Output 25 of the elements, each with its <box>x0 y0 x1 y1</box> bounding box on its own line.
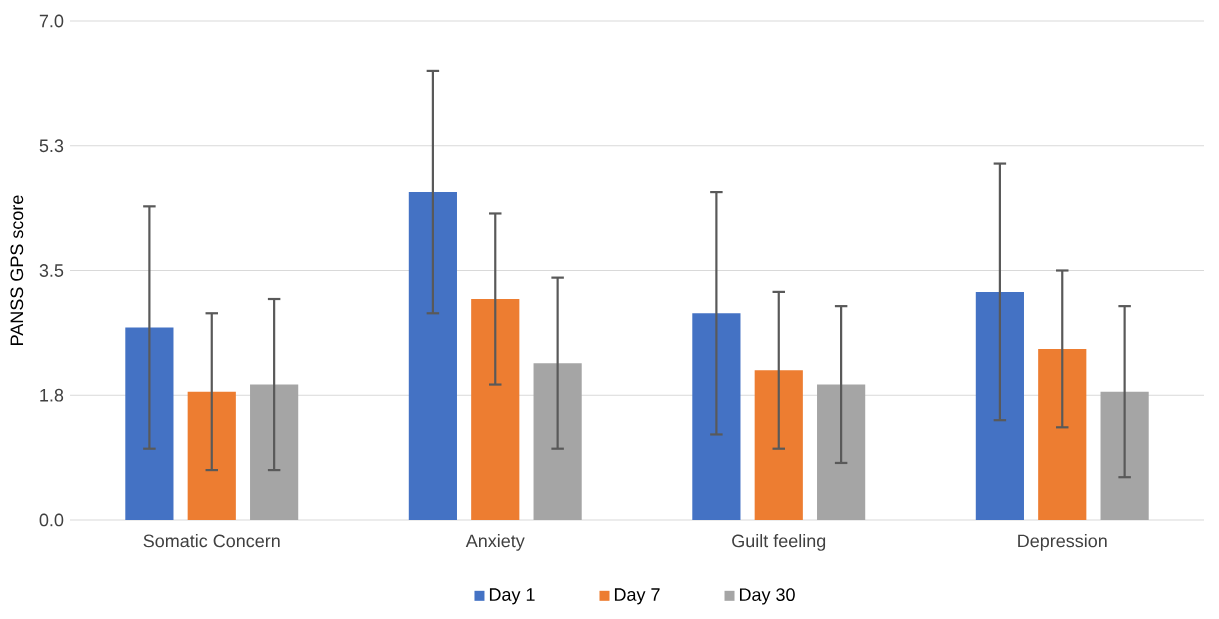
bar <box>817 384 866 520</box>
y-tick-label: 3.5 <box>39 264 64 277</box>
bar <box>1100 391 1149 520</box>
y-tick-label: 5.3 <box>39 139 64 153</box>
bar <box>754 370 803 520</box>
y-tick-label: 7.0 <box>39 14 64 28</box>
y-tick-label: 1.8 <box>40 388 64 402</box>
x-tick-label: Guilt feeling <box>732 534 826 551</box>
x-tick-label: Somatic Concern <box>143 534 280 548</box>
bar <box>692 313 741 520</box>
x-tick-label: Anxiety <box>465 534 525 551</box>
x-tick-label: Depression <box>1018 534 1107 551</box>
bar <box>125 327 174 520</box>
bar <box>250 384 299 520</box>
bar <box>975 291 1024 520</box>
bar <box>533 363 582 520</box>
legend-label: Day 7 <box>614 588 660 605</box>
legend-label: Day 30 <box>739 588 795 605</box>
y-tick-label: 0.0 <box>39 513 64 527</box>
bar <box>187 391 236 520</box>
bar <box>1038 348 1087 520</box>
bar <box>471 299 520 520</box>
legend-label: Day 1 <box>489 588 535 605</box>
y-axis-title: PANSS GPS score <box>10 195 24 345</box>
bar <box>408 192 457 520</box>
